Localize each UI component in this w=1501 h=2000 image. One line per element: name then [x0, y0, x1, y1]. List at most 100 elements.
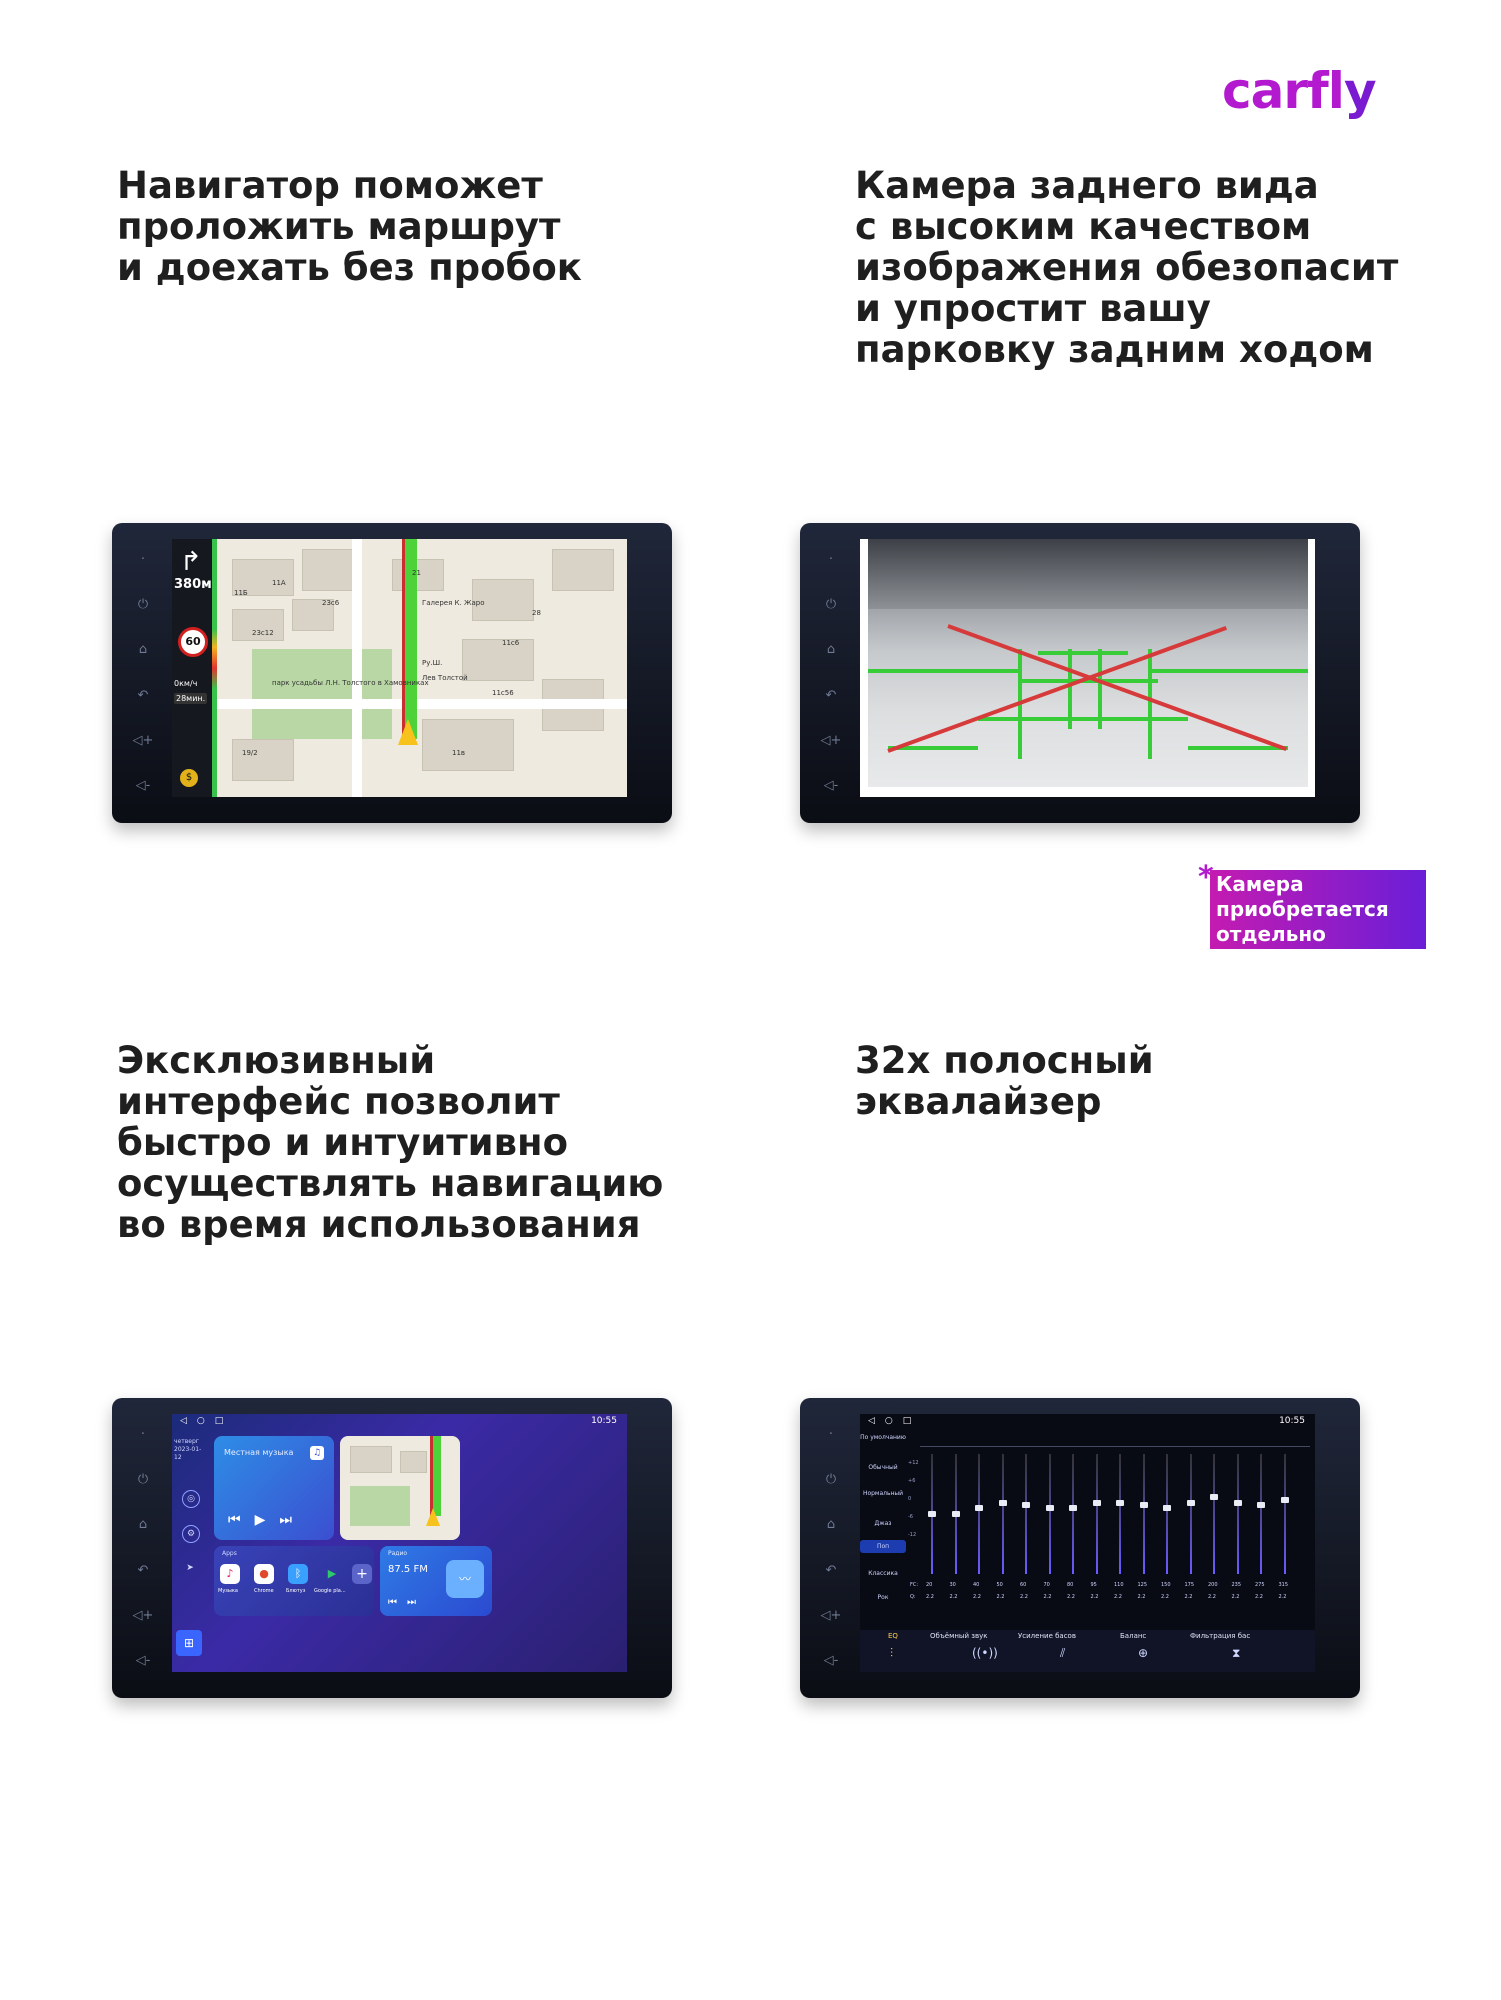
eq-band-slider[interactable] — [1045, 1454, 1054, 1574]
camera-heading-line: и упростит вашу — [855, 287, 1211, 330]
radio-controls[interactable]: ⏮⏭ — [388, 1597, 426, 1608]
tab-bass-filter[interactable]: Фильтрация бас — [1190, 1632, 1251, 1640]
preset-item[interactable]: По умолчанию — [860, 1434, 906, 1441]
slider-knob[interactable] — [928, 1511, 936, 1517]
balance-icon[interactable]: ⊕ — [1138, 1646, 1149, 1660]
power-icon[interactable]: ⏻ — [137, 597, 149, 613]
slider-knob[interactable] — [1280, 1497, 1289, 1504]
slider-knob[interactable] — [1022, 1501, 1030, 1508]
eq-band-slider[interactable] — [998, 1454, 1007, 1574]
preset-item[interactable]: Джаз — [874, 1520, 892, 1527]
app-drawer-button[interactable]: ⊞ — [176, 1630, 202, 1656]
equalizer-heading-line: 32х полосный — [855, 1039, 1154, 1082]
back-icon[interactable]: ↶ — [137, 687, 149, 703]
preset-item[interactable]: Рок — [877, 1594, 889, 1601]
power-icon[interactable]: ⏻ — [825, 597, 837, 613]
preset-item[interactable]: Нормальный — [862, 1490, 904, 1497]
eq-band-slider[interactable] — [1257, 1454, 1265, 1574]
radio-icon[interactable]: ◎ — [182, 1490, 200, 1508]
slider-track — [1072, 1454, 1074, 1574]
eq-band-slider[interactable] — [1210, 1454, 1218, 1574]
power-icon[interactable]: ⏻ — [825, 1472, 837, 1488]
tab-surround[interactable]: Объёмный звук — [930, 1632, 988, 1640]
slider-knob[interactable] — [1233, 1499, 1242, 1506]
navigator-info-panel: ↱ 380м 60 0км/ч 28мин. $ — [172, 539, 212, 797]
eq-band-slider[interactable] — [1022, 1454, 1030, 1574]
android-nav-icons[interactable]: ◁○□ — [180, 1416, 234, 1426]
eq-band-slider[interactable] — [1233, 1454, 1242, 1574]
volume-up-icon[interactable]: ◁+ — [132, 732, 154, 748]
tab-eq[interactable]: EQ — [888, 1632, 898, 1640]
eq-band-slider[interactable] — [1139, 1454, 1148, 1574]
power-icon[interactable]: ⏻ — [137, 1472, 149, 1488]
slider-knob[interactable] — [1045, 1505, 1054, 1512]
slider-knob[interactable] — [1257, 1501, 1265, 1508]
eq-sliders-icon[interactable]: ⫶ — [890, 1646, 894, 1660]
music-app-icon[interactable]: ♪ — [220, 1564, 240, 1584]
map-label: 11А — [272, 579, 286, 587]
volume-up-icon[interactable]: ◁+ — [820, 1607, 842, 1623]
home-icon[interactable]: ⌂ — [826, 1517, 836, 1533]
slider-knob[interactable] — [1116, 1499, 1124, 1506]
eq-band-slider[interactable] — [1069, 1454, 1077, 1574]
home-icon[interactable]: ⌂ — [138, 642, 148, 658]
google-play-icon[interactable]: ▶ — [327, 1567, 337, 1580]
band-frequency: 70 — [1043, 1582, 1050, 1588]
volume-down-icon[interactable]: ◁- — [135, 777, 151, 793]
bluetooth-icon[interactable]: ᛒ — [288, 1564, 308, 1584]
slider-knob[interactable] — [1186, 1499, 1195, 1506]
settings-icon[interactable]: ⚙ — [182, 1525, 200, 1543]
music-widget[interactable]: Местная музыка ♫ ⏮▶⏭ — [214, 1436, 334, 1540]
slider-knob[interactable] — [1092, 1499, 1101, 1506]
map-widget[interactable] — [340, 1436, 460, 1540]
rear-camera-view — [868, 539, 1308, 787]
badge-line: отдельно — [1216, 922, 1326, 946]
radio-widget[interactable]: Радио 87.5 FM ⏮⏭ 〰 — [380, 1546, 492, 1616]
android-nav-icons[interactable]: ◁○□ — [868, 1416, 922, 1426]
slider-knob[interactable] — [1139, 1501, 1148, 1508]
music-controls[interactable]: ⏮▶⏭ — [228, 1512, 306, 1528]
volume-down-icon[interactable]: ◁- — [135, 1652, 151, 1668]
chrome-icon[interactable]: ● — [254, 1564, 274, 1584]
preset-item-selected[interactable]: Поп — [860, 1540, 906, 1553]
speed-limit-sign: 60 — [178, 627, 208, 657]
preset-item[interactable]: Классика — [868, 1570, 898, 1577]
back-icon[interactable]: ↶ — [825, 687, 837, 703]
eq-band-slider[interactable] — [975, 1454, 983, 1574]
tab-balance[interactable]: Баланс — [1120, 1632, 1147, 1640]
filter-icon[interactable]: ⧗ — [1232, 1646, 1241, 1660]
coin-icon[interactable]: $ — [180, 769, 198, 787]
back-icon[interactable]: ↶ — [825, 1562, 837, 1578]
volume-down-icon[interactable]: ◁- — [823, 1652, 839, 1668]
back-icon[interactable]: ↶ — [137, 1562, 149, 1578]
eq-band-slider[interactable] — [1116, 1454, 1124, 1574]
eq-band-slider[interactable] — [1186, 1454, 1195, 1574]
volume-up-icon[interactable]: ◁+ — [132, 1607, 154, 1623]
bass-icon[interactable]: ⫽ — [1060, 1646, 1066, 1660]
eq-band-slider[interactable] — [1280, 1454, 1289, 1574]
slider-knob[interactable] — [1069, 1505, 1077, 1512]
preset-item[interactable]: Обычный — [868, 1464, 898, 1471]
volume-down-icon[interactable]: ◁- — [823, 777, 839, 793]
add-app-icon[interactable]: + — [352, 1564, 372, 1584]
slider-knob[interactable] — [998, 1499, 1007, 1506]
slider-knob[interactable] — [1210, 1493, 1218, 1500]
device-bezel: · ⏻ ⌂ ↶ ◁+ ◁- ◁○□ 10:55 По умолчанию Обы… — [800, 1398, 1360, 1712]
slider-knob[interactable] — [951, 1511, 960, 1517]
tab-bass-boost[interactable]: Усиление басов — [1018, 1632, 1076, 1640]
mic-icon: · — [828, 1427, 834, 1442]
eta-badge[interactable]: 28мин. — [174, 693, 208, 704]
eq-band-slider[interactable] — [1163, 1454, 1171, 1574]
navigator-screen[interactable]: 23с12 парк усадьбы Л.Н. Толстого в Хамов… — [172, 539, 627, 797]
slider-knob[interactable] — [975, 1505, 983, 1512]
camera-screen — [860, 539, 1315, 797]
eq-band-slider[interactable] — [928, 1454, 936, 1574]
slider-knob[interactable] — [1163, 1505, 1171, 1512]
eq-band-slider[interactable] — [951, 1454, 960, 1574]
navigation-icon[interactable]: ➤ — [186, 1563, 194, 1573]
surround-icon[interactable]: ((•)) — [972, 1646, 998, 1660]
home-icon[interactable]: ⌂ — [826, 642, 836, 658]
eq-band-slider[interactable] — [1092, 1454, 1101, 1574]
volume-up-icon[interactable]: ◁+ — [820, 732, 842, 748]
home-icon[interactable]: ⌂ — [138, 1517, 148, 1533]
